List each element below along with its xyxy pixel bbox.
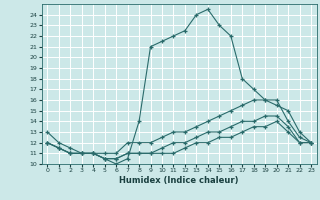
X-axis label: Humidex (Indice chaleur): Humidex (Indice chaleur) <box>119 176 239 185</box>
